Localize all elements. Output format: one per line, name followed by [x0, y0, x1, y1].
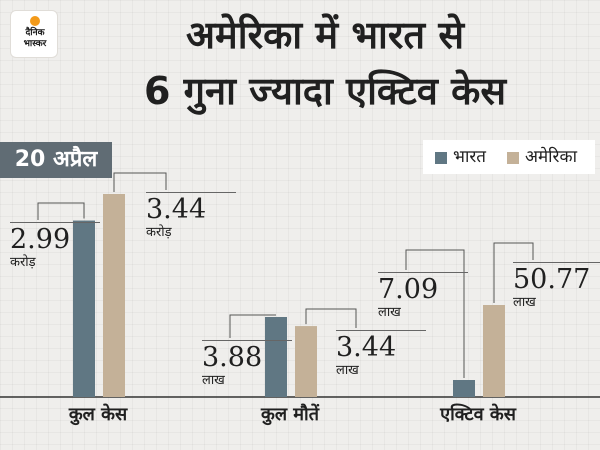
data-label-unit: करोड़ [10, 255, 36, 270]
category-label-1: कुल मौतें [261, 404, 319, 425]
label-connector-1-0 [113, 172, 167, 192]
label-connector-1-1 [305, 308, 357, 328]
data-label-unit: करोड़ [146, 225, 172, 240]
data-label-unit: लाख [378, 305, 401, 320]
legend-swatch-usa [507, 152, 519, 164]
logo-text-line2: भास्कर [23, 39, 47, 49]
data-label-value: 7.09 [378, 272, 468, 305]
label-connector-0-1 [229, 314, 276, 338]
label-connector-0-2 [405, 249, 465, 378]
bar-india-0 [73, 220, 95, 397]
category-label-0: कुल केस [68, 404, 128, 425]
category-label-2: एक्टिव केस [440, 404, 516, 425]
bar-usa-2 [483, 305, 505, 397]
data-label-value: 3.44 [146, 192, 236, 225]
page-title-line1: अमेरिका में भारत से [185, 13, 465, 57]
data-label-india-0: 2.99 करोड़ [10, 222, 100, 271]
data-label-india-1: 3.88 लाख [202, 340, 292, 389]
data-label-unit: लाख [202, 373, 225, 388]
data-label-value: 3.88 [202, 340, 292, 373]
data-label-unit: लाख [336, 363, 359, 378]
data-label-value: 2.99 [10, 222, 100, 255]
data-label-value: 50.77 [513, 262, 600, 295]
date-badge: 20 अप्रैल [0, 142, 112, 178]
data-label-india-2: 7.09 लाख [378, 272, 468, 321]
logo-text-line1: दैनिक [25, 28, 45, 38]
legend-swatch-india [435, 152, 447, 164]
bar-india-2 [453, 380, 475, 397]
label-connector-0-0 [37, 202, 85, 220]
data-label-unit: लाख [513, 295, 536, 310]
chart-legend: भारत अमेरिका [423, 140, 595, 174]
sun-icon [30, 16, 40, 26]
bar-india-1 [265, 317, 287, 397]
page-title-line2: 6 गुना ज्यादा एक्टिव केस [143, 69, 507, 113]
dainik-bhaskar-logo: दैनिक भास्कर [10, 10, 58, 58]
legend-label-usa: अमेरिका [525, 147, 577, 167]
label-connector-1-2 [493, 242, 534, 303]
bar-usa-0 [103, 194, 125, 397]
data-label-usa-1: 3.44 लाख [336, 330, 426, 379]
data-label-usa-0: 3.44 करोड़ [146, 192, 236, 241]
data-label-value: 3.44 [336, 330, 426, 363]
bar-usa-1 [295, 326, 317, 397]
legend-label-india: भारत [453, 147, 486, 167]
data-label-usa-2: 50.77 लाख [513, 262, 600, 311]
